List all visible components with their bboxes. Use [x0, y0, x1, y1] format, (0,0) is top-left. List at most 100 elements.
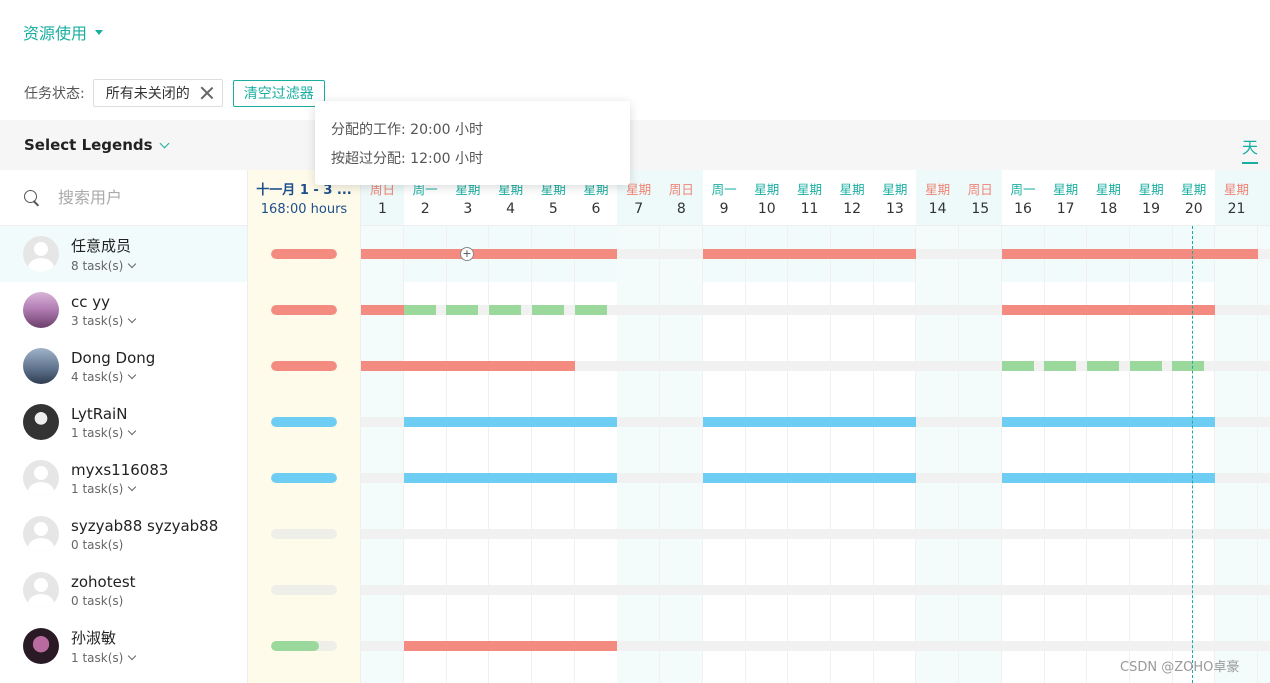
- day-number: 17: [1056, 200, 1075, 217]
- allocation-bar-over[interactable]: [361, 361, 575, 371]
- allocation-bar-normal[interactable]: [403, 473, 618, 483]
- user-info: cc yy 3 task(s): [71, 293, 137, 328]
- task-status-chip[interactable]: 所有未关闭的: [92, 79, 223, 107]
- task-count-toggle[interactable]: 1 task(s): [71, 426, 137, 440]
- allocation-bar-normal[interactable]: [1001, 417, 1215, 427]
- summary-bar[interactable]: [271, 417, 337, 427]
- avatar: [23, 292, 59, 328]
- allocation-bar-under[interactable]: [446, 305, 479, 315]
- allocation-bar-over[interactable]: [1001, 305, 1215, 315]
- allocation-bar-over[interactable]: [361, 305, 404, 315]
- allocation-bar-normal[interactable]: [1001, 473, 1215, 483]
- day-number: 14: [928, 200, 947, 217]
- allocation-bar-normal[interactable]: [702, 473, 917, 483]
- weekday-label: 星期: [540, 181, 566, 197]
- weekday-label: 星期: [455, 181, 481, 197]
- summary-bar[interactable]: [271, 529, 337, 539]
- day-header: 星期 12: [830, 170, 874, 226]
- user-info: zohotest 0 task(s): [71, 573, 136, 608]
- summary-bar[interactable]: [271, 361, 337, 371]
- summary-column: 十一月 1 - 3 ... 168:00 hours: [248, 170, 361, 683]
- day-header: 星期 10: [745, 170, 789, 226]
- task-count-toggle[interactable]: 1 task(s): [71, 482, 168, 496]
- allocation-bar-over[interactable]: [1001, 249, 1258, 259]
- user-name: zohotest: [71, 572, 136, 591]
- summary-bar-fill: [271, 361, 337, 371]
- user-row[interactable]: 孙淑敏 1 task(s): [0, 618, 248, 674]
- weekday-label: 星期: [925, 181, 951, 197]
- task-count-label: 4 task(s): [71, 369, 124, 384]
- day-header: 周22: [1257, 170, 1270, 226]
- weekday-label: 星期: [882, 181, 908, 197]
- avatar: [23, 460, 59, 496]
- allocation-bar-under[interactable]: [1129, 361, 1162, 371]
- day-header: 周一 9: [702, 170, 746, 226]
- resource-usage-dropdown[interactable]: 资源使用: [23, 20, 104, 44]
- task-count-label: 0 task(s): [71, 537, 124, 552]
- allocation-bar-over[interactable]: [361, 249, 618, 259]
- summary-bar-fill: [271, 417, 337, 427]
- clear-filter-button[interactable]: 清空过滤器: [232, 79, 325, 107]
- user-info: 任意成员 8 task(s): [71, 235, 137, 273]
- day-number: 11: [800, 200, 819, 217]
- calendar-grid: 周日 1 周一 2 星期 3 星期 4 星期 5 星期 6 星期 7 周日 8 周一 9 星期 10 星期 11 星期 12 星…: [361, 170, 1270, 683]
- allocation-bar-under[interactable]: [489, 305, 522, 315]
- day-number: 2: [420, 200, 430, 217]
- close-icon[interactable]: [200, 86, 214, 100]
- avatar: [23, 516, 59, 552]
- task-count-toggle[interactable]: 3 task(s): [71, 313, 137, 328]
- watermark: CSDN @ZOHO卓豪: [1120, 660, 1240, 675]
- task-count-label: 3 task(s): [71, 313, 124, 328]
- day-number: 15: [971, 200, 990, 217]
- summary-bar[interactable]: [271, 305, 337, 315]
- day-header: 周日 15: [958, 170, 1002, 226]
- select-legends-dropdown[interactable]: Select Legends: [24, 136, 170, 154]
- summary-bar[interactable]: [271, 249, 337, 259]
- allocation-bar-under[interactable]: [403, 305, 436, 315]
- tab-day-view[interactable]: 天: [1242, 134, 1259, 164]
- user-info: Dong Dong 4 task(s): [71, 349, 155, 384]
- allocation-bar-under[interactable]: [1086, 361, 1119, 371]
- day-header: 周一 16: [1001, 170, 1045, 226]
- user-row[interactable]: cc yy 3 task(s): [0, 282, 248, 338]
- user-row[interactable]: zohotest 0 task(s): [0, 562, 248, 618]
- allocation-bar-under[interactable]: [531, 305, 564, 315]
- task-count-toggle[interactable]: 1 task(s): [71, 651, 137, 665]
- summary-bar[interactable]: [271, 585, 337, 595]
- day-number: 7: [634, 200, 644, 217]
- add-task-plus-icon[interactable]: +: [460, 247, 474, 261]
- weekday-label: 星期: [839, 181, 865, 197]
- allocation-bar-over[interactable]: [403, 641, 618, 651]
- search-icon: [24, 189, 40, 206]
- allocation-bar-normal[interactable]: [702, 417, 917, 427]
- summary-bar-fill: [271, 473, 337, 483]
- summary-bar-fill: [271, 249, 337, 259]
- allocation-bar-under[interactable]: [574, 305, 607, 315]
- weekday-label: 星期: [1181, 181, 1207, 197]
- day-header: 星期 14: [916, 170, 960, 226]
- allocation-bar-over[interactable]: [702, 249, 917, 259]
- summary-bar-fill: [271, 305, 337, 315]
- user-row[interactable]: myxs116083 1 task(s): [0, 450, 248, 506]
- user-row[interactable]: LytRaiN 1 task(s): [0, 394, 248, 450]
- summary-bar[interactable]: [271, 641, 337, 651]
- allocation-bar-under[interactable]: [1001, 361, 1034, 371]
- allocation-bar-under[interactable]: [1044, 361, 1077, 371]
- user-row[interactable]: Dong Dong 4 task(s): [0, 338, 248, 394]
- weekday-label: 星期: [1095, 181, 1121, 197]
- month-range-label[interactable]: 十一月 1 - 3 ...: [256, 183, 352, 198]
- user-row[interactable]: syzyab88 syzyab88 0 task(s): [0, 506, 248, 562]
- user-row[interactable]: 任意成员 8 task(s): [0, 226, 248, 282]
- day-header: 星期 11: [788, 170, 831, 226]
- user-info: 孙淑敏 1 task(s): [71, 627, 137, 665]
- task-count-toggle[interactable]: 8 task(s): [71, 259, 137, 273]
- user-name: 任意成员: [71, 237, 132, 255]
- allocation-bar-normal[interactable]: [403, 417, 618, 427]
- day-header: 星期 18: [1086, 170, 1130, 226]
- allocation-bar-under[interactable]: [1172, 361, 1205, 371]
- search-input[interactable]: [58, 188, 208, 207]
- task-count-toggle[interactable]: 4 task(s): [71, 370, 155, 384]
- day-number: 9: [719, 200, 729, 217]
- summary-bar[interactable]: [271, 473, 337, 483]
